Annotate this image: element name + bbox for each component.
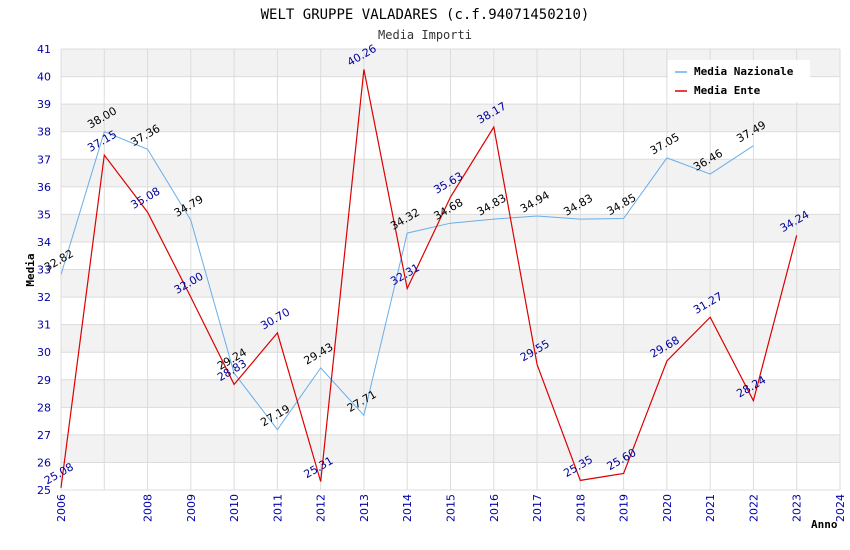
x-tick-label: 2023 [791, 494, 804, 522]
x-tick-label: 2009 [185, 494, 198, 522]
x-tick-label: 2010 [228, 494, 241, 522]
x-tick-label: 2018 [574, 494, 587, 522]
y-tick-label: 31 [37, 319, 51, 332]
chart-title: WELT GRUPPE VALADARES (c.f.94071450210) [261, 7, 590, 23]
y-tick-label: 39 [37, 98, 51, 111]
y-tick-label: 30 [37, 346, 51, 359]
x-tick-label: 2013 [358, 494, 371, 522]
x-tick-label: 2012 [315, 494, 328, 522]
y-tick-label: 41 [37, 43, 51, 56]
series-line-ente [60, 69, 798, 488]
legend-label-ente: Media Ente [694, 84, 761, 97]
x-tick-label: 2024 [834, 494, 847, 522]
y-tick-label: 38 [37, 126, 51, 139]
y-tick-label: 34 [37, 236, 51, 249]
chart-subtitle: Media Importi [378, 28, 472, 42]
y-tick-label: 25 [37, 484, 51, 497]
y-tick-label: 40 [37, 71, 51, 84]
plot-background [60, 48, 841, 491]
x-tick-label: 2019 [618, 494, 631, 522]
legend: Media Nazionale Media Ente [668, 60, 810, 102]
x-tick-label: 2021 [704, 494, 717, 522]
x-tick-label: 2014 [401, 494, 414, 522]
series-line-nazionale [60, 131, 754, 431]
x-tick-label: 2006 [55, 494, 68, 522]
x-tick-label: 2022 [747, 494, 760, 522]
y-tick-label: 26 [37, 456, 51, 469]
legend-label-nazionale: Media Nazionale [694, 65, 794, 78]
y-axis-ticks: 25 26 27 28 29 30 31 32 33 34 35 36 37 38 39 40 41 [37, 43, 51, 497]
x-tick-label: 2016 [488, 494, 501, 522]
series-lines [60, 69, 798, 488]
x-tick-label: 2008 [142, 494, 155, 522]
y-tick-label: 28 [37, 401, 51, 414]
x-tick-label: 2017 [531, 494, 544, 522]
y-tick-label: 33 [37, 264, 51, 277]
y-tick-label: 36 [37, 181, 51, 194]
y-axis-label: Media [24, 253, 37, 286]
x-tick-label: 2011 [271, 494, 284, 522]
x-axis-ticks: 2006 2008 2009 2010 2011 2012 2013 2014 2015 2016… [55, 494, 847, 522]
y-tick-label: 35 [37, 208, 51, 221]
legend-box [668, 60, 810, 102]
y-tick-label: 29 [37, 374, 51, 387]
y-tick-label: 27 [37, 429, 51, 442]
y-tick-label: 37 [37, 153, 51, 166]
x-axis-label: Anno [811, 518, 838, 531]
x-tick-label: 2020 [661, 494, 674, 522]
y-tick-label: 32 [37, 291, 51, 304]
x-tick-label: 2015 [445, 494, 458, 522]
